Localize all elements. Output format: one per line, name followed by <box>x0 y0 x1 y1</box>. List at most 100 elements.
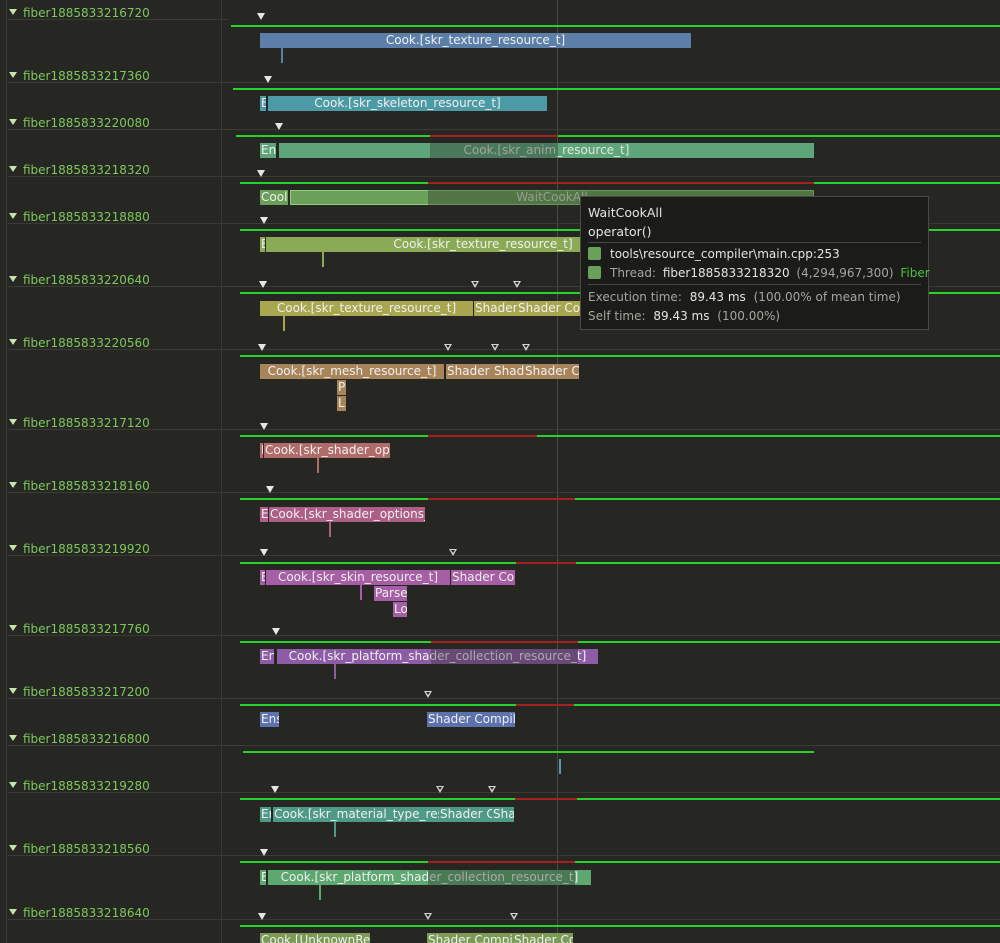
zone[interactable]: E <box>260 870 266 885</box>
zone[interactable]: En <box>260 649 274 664</box>
triangle-marker-icon[interactable] <box>444 344 452 351</box>
zone[interactable]: Cook.[skr_platform_shader_collection_res… <box>277 649 598 664</box>
triangle-down-icon[interactable] <box>9 735 17 741</box>
lane-header[interactable]: fiber1885833217760 <box>9 622 150 636</box>
child-zone-tick[interactable] <box>322 252 324 267</box>
triangle-down-icon[interactable] <box>9 166 17 172</box>
zone[interactable]: Cook.[skr_shader_options_resource_t] <box>269 507 425 522</box>
triangle-marker-icon[interactable] <box>260 849 268 856</box>
lane-header[interactable]: fiber1885833218320 <box>9 163 150 177</box>
zone[interactable]: Shader Co <box>513 933 573 943</box>
child-zone-tick[interactable] <box>317 458 319 473</box>
lane-header[interactable]: fiber1885833219280 <box>9 779 150 793</box>
lane-header[interactable]: fiber1885833220640 <box>9 273 150 287</box>
child-zone-tick[interactable] <box>334 822 336 837</box>
zone[interactable]: Shader <box>474 301 517 316</box>
triangle-marker-icon[interactable] <box>436 786 444 793</box>
lane-header[interactable]: fiber1885833218560 <box>9 842 150 856</box>
zone[interactable]: Cook.[skr_anim_resource_t] <box>279 143 814 158</box>
lane-header[interactable]: fiber1885833219920 <box>9 542 150 556</box>
triangle-marker-icon[interactable] <box>513 281 521 288</box>
zone[interactable]: Lo <box>393 602 407 617</box>
triangle-down-icon[interactable] <box>9 625 17 631</box>
lane-header[interactable]: fiber1885833220560 <box>9 336 150 350</box>
child-zone-tick[interactable] <box>559 759 561 774</box>
triangle-down-icon[interactable] <box>9 482 17 488</box>
triangle-down-icon[interactable] <box>9 276 17 282</box>
zone[interactable]: Ens <box>260 712 279 727</box>
triangle-down-icon[interactable] <box>9 845 17 851</box>
child-zone-tick[interactable] <box>334 664 336 679</box>
zone[interactable]: Cook.[skr_texture_resource_t] <box>260 33 691 48</box>
triangle-down-icon[interactable] <box>9 419 17 425</box>
zone[interactable]: Shader C <box>524 364 579 379</box>
lane-header[interactable]: fiber1885833218640 <box>9 906 150 920</box>
triangle-down-icon[interactable] <box>9 545 17 551</box>
zone[interactable]: I <box>260 443 263 458</box>
triangle-down-icon[interactable] <box>9 688 17 694</box>
child-zone-tick[interactable] <box>283 316 285 331</box>
triangle-marker-icon[interactable] <box>424 691 432 698</box>
triangle-marker-icon[interactable] <box>260 423 268 430</box>
zone[interactable]: Cook.[skr_platform_shader_collection_res… <box>268 870 591 885</box>
triangle-down-icon[interactable] <box>9 119 17 125</box>
zone[interactable]: Shader C <box>439 807 492 822</box>
zone[interactable]: E <box>260 237 265 252</box>
zone[interactable]: Cook.[skr_skeleton_resource_t] <box>268 96 547 111</box>
lane-header[interactable]: fiber1885833216800 <box>9 732 150 746</box>
child-zone-tick[interactable] <box>319 885 321 900</box>
zone[interactable]: Cook.[skr_material_type_res <box>273 807 439 822</box>
zone[interactable]: Cook.[skr_texture_resource_t] <box>260 301 473 316</box>
triangle-marker-icon[interactable] <box>259 281 267 288</box>
zone[interactable]: Shader Co <box>517 301 580 316</box>
lane-header[interactable]: fiber1885833217120 <box>9 416 150 430</box>
triangle-marker-icon[interactable] <box>510 913 518 920</box>
zone[interactable]: Cook.[skr_skin_resource_t] <box>266 570 450 585</box>
zone[interactable]: L <box>337 396 346 411</box>
triangle-marker-icon[interactable] <box>264 76 272 83</box>
triangle-down-icon[interactable] <box>9 782 17 788</box>
zone[interactable]: E <box>260 570 265 585</box>
triangle-marker-icon[interactable] <box>522 344 530 351</box>
lane-header[interactable]: fiber1885833216720 <box>9 6 150 20</box>
zone[interactable]: Cook.[skr_mesh_resource_t] <box>260 364 444 379</box>
zone[interactable]: Shader Compil <box>427 712 515 727</box>
child-zone-tick[interactable] <box>360 585 362 600</box>
triangle-marker-icon[interactable] <box>275 123 283 130</box>
lane-header[interactable]: fiber1885833218880 <box>9 210 150 224</box>
triangle-down-icon[interactable] <box>9 9 17 15</box>
triangle-marker-icon[interactable] <box>266 486 274 493</box>
triangle-marker-icon[interactable] <box>260 217 268 224</box>
zone[interactable]: Shader Compi <box>427 933 513 943</box>
zone[interactable]: Cool <box>260 190 288 205</box>
zone[interactable]: P <box>337 380 346 395</box>
zone[interactable]: Parse <box>374 586 407 601</box>
triangle-marker-icon[interactable] <box>258 344 266 351</box>
zone[interactable]: E <box>260 96 266 111</box>
lane-header[interactable]: fiber1885833220080 <box>9 116 150 130</box>
child-zone-tick[interactable] <box>329 522 331 537</box>
triangle-marker-icon[interactable] <box>471 281 479 288</box>
triangle-marker-icon[interactable] <box>272 628 280 635</box>
zone[interactable]: E <box>260 507 268 522</box>
lane-header[interactable]: fiber1885833217200 <box>9 685 150 699</box>
triangle-marker-icon[interactable] <box>488 786 496 793</box>
zone[interactable]: Er <box>260 807 271 822</box>
lane-header[interactable]: fiber1885833217360 <box>9 69 150 83</box>
triangle-marker-icon[interactable] <box>271 786 279 793</box>
zone[interactable]: Sha <box>492 807 514 822</box>
triangle-marker-icon[interactable] <box>257 170 265 177</box>
lane-header[interactable]: fiber1885833218160 <box>9 479 150 493</box>
triangle-marker-icon[interactable] <box>449 549 457 556</box>
zone[interactable]: Shader Co <box>451 570 515 585</box>
triangle-marker-icon[interactable] <box>258 913 266 920</box>
triangle-marker-icon[interactable] <box>424 913 432 920</box>
zone[interactable]: En <box>260 143 276 158</box>
triangle-down-icon[interactable] <box>9 339 17 345</box>
zone[interactable]: Shader <box>446 364 493 379</box>
zone[interactable]: Cook.[skr_shader_options_resource_t] <box>264 443 390 458</box>
child-zone-tick[interactable] <box>281 48 283 63</box>
triangle-down-icon[interactable] <box>9 213 17 219</box>
triangle-marker-icon[interactable] <box>260 549 268 556</box>
